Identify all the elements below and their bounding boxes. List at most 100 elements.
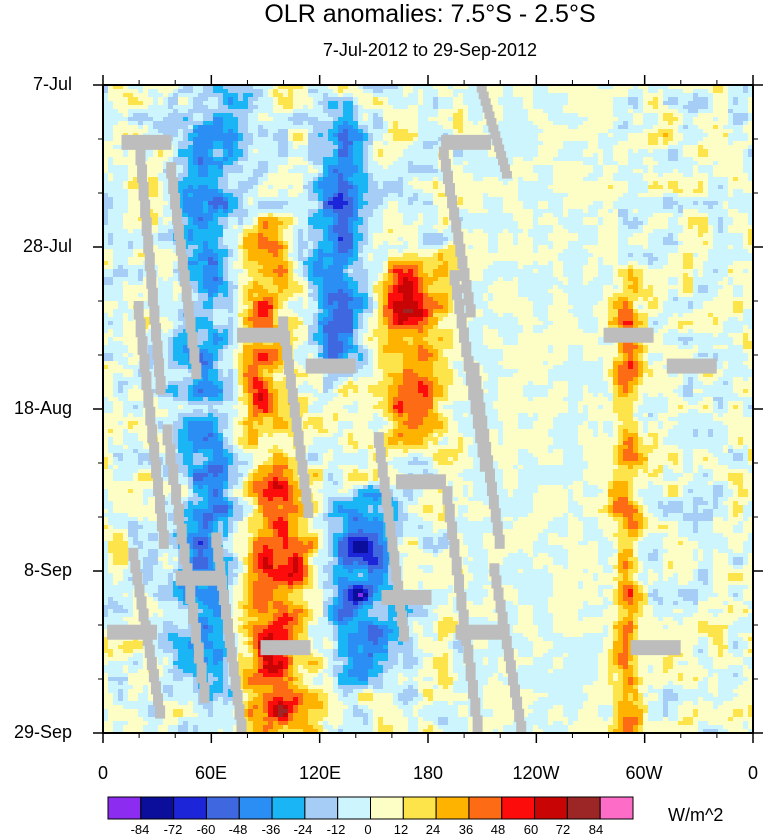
heatmap-cell [608, 93, 614, 98]
heatmap-cell [703, 133, 709, 138]
heatmap-cell [738, 117, 744, 122]
heatmap-cell [618, 105, 624, 110]
heatmap-cell [683, 105, 689, 110]
heatmap-cell [628, 141, 634, 146]
heatmap-cell [333, 121, 339, 126]
heatmap-cell [733, 149, 739, 154]
heatmap-cell [268, 89, 274, 94]
heatmap-cell [633, 93, 639, 98]
heatmap-cell [128, 105, 134, 110]
heatmap-cell [363, 89, 369, 94]
heatmap-cell [498, 97, 504, 102]
heatmap-cell [503, 93, 509, 98]
heatmap-cell [653, 145, 659, 150]
heatmap-cell [693, 97, 699, 102]
heatmap-cell [543, 125, 549, 130]
heatmap-cell [168, 97, 174, 102]
heatmap-cell [378, 137, 384, 142]
heatmap-cell [643, 145, 649, 150]
heatmap-cell [283, 101, 289, 106]
heatmap-cell [408, 109, 414, 114]
heatmap-cell [213, 141, 219, 146]
heatmap-cell [568, 101, 574, 106]
heatmap-cell [428, 145, 434, 150]
heatmap-cell [328, 105, 334, 110]
heatmap-cell [743, 121, 749, 126]
heatmap-cell [453, 89, 459, 94]
heatmap-cell [538, 113, 544, 118]
heatmap-cell [383, 105, 389, 110]
heatmap-cell [643, 101, 649, 106]
heatmap-cell [273, 149, 279, 154]
heatmap-cell [723, 89, 729, 94]
heatmap-cell [358, 141, 364, 146]
heatmap-cell [528, 129, 534, 134]
heatmap-cell [278, 105, 284, 110]
heatmap-cell [738, 101, 744, 106]
heatmap-cell [213, 101, 219, 106]
heatmap-cell [448, 129, 454, 134]
heatmap-cell [273, 117, 279, 122]
heatmap-cell [428, 133, 434, 138]
heatmap-cell [588, 89, 594, 94]
heatmap-cell [198, 97, 204, 102]
heatmap-cell [663, 89, 669, 94]
heatmap-cell [318, 109, 324, 114]
heatmap-cell [343, 97, 349, 102]
heatmap-cell [573, 105, 579, 110]
heatmap-cell [368, 137, 374, 142]
heatmap-cell [343, 113, 349, 118]
heatmap-cell [588, 145, 594, 150]
heatmap-cell [193, 117, 199, 122]
heatmap-cell [303, 129, 309, 134]
heatmap-cell [713, 89, 719, 94]
heatmap-cell [708, 101, 714, 106]
heatmap-cell [418, 149, 424, 154]
heatmap-cell [143, 117, 149, 122]
heatmap-cell [698, 149, 704, 154]
heatmap-cell [243, 101, 249, 106]
heatmap-cell [728, 141, 734, 146]
heatmap-cell [113, 141, 119, 146]
heatmap-cell [558, 137, 564, 142]
heatmap-cell [373, 117, 379, 122]
heatmap-cell [328, 141, 334, 146]
heatmap-cell [553, 149, 559, 154]
heatmap-cell [578, 133, 584, 138]
heatmap-cell [133, 101, 139, 106]
heatmap-cell [378, 125, 384, 130]
heatmap-cell [243, 125, 249, 130]
heatmap-cell [363, 137, 369, 142]
heatmap-cell [533, 121, 539, 126]
heatmap-cell [563, 117, 569, 122]
heatmap-cell [348, 109, 354, 114]
heatmap-cell [153, 105, 159, 110]
heatmap-cell [423, 125, 429, 130]
heatmap-cell [363, 109, 369, 114]
heatmap-cell [688, 113, 694, 118]
heatmap-cell [728, 149, 734, 154]
heatmap-cell [438, 129, 444, 134]
heatmap-cell [458, 93, 464, 98]
heatmap-cell [688, 149, 694, 154]
heatmap-cell [228, 113, 234, 118]
heatmap-cell [358, 125, 364, 130]
heatmap-cell [368, 149, 374, 154]
heatmap-cell [348, 105, 354, 110]
heatmap-cell [528, 125, 534, 130]
heatmap-cell [138, 105, 144, 110]
heatmap-cell [563, 149, 569, 154]
heatmap-cell [308, 93, 314, 98]
heatmap-cell [578, 101, 584, 106]
heatmap-cell [333, 97, 339, 102]
heatmap-cell [618, 97, 624, 102]
heatmap-cell [328, 129, 334, 134]
heatmap-cell [598, 149, 604, 154]
heatmap-cell [423, 89, 429, 94]
heatmap-cell [583, 129, 589, 134]
heatmap-cell [578, 129, 584, 134]
heatmap-cell [258, 125, 264, 130]
heatmap-cell [328, 137, 334, 142]
heatmap-cell [653, 89, 659, 94]
heatmap-cell [523, 129, 529, 134]
